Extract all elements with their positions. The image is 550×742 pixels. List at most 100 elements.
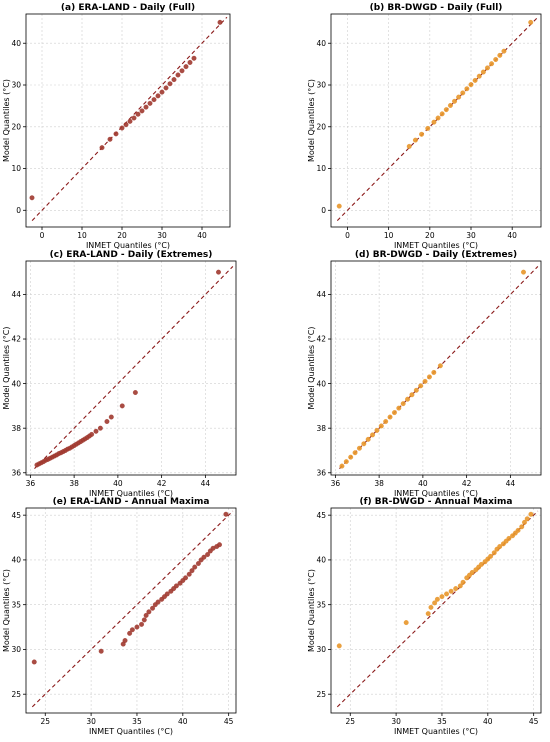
y-tick-label: 35 [316,600,326,609]
data-point [497,544,503,549]
data-point [163,85,169,91]
data-point [216,269,221,275]
data-point [478,561,484,567]
x-tick-label: 44 [506,479,516,488]
y-tick-label: 40 [316,556,326,565]
y-tick-label: 0 [321,206,326,215]
data-point [155,93,161,99]
x-tick-label: 0 [345,231,350,240]
data-point [151,97,157,103]
panel-b: 0 10 20 30 40 0 10 20 30 40 (b) BR-DWGD - Daily (F… [307,3,542,250]
x-tick-label: 38 [374,479,384,488]
data-point [457,583,463,589]
panel-f: 25 30 35 40 45 25 30 35 40 45 (f) BR-DWGD - Annual… [307,497,542,736]
data-point [443,107,449,113]
data-point [167,81,173,87]
data-point [104,419,110,424]
data-point [93,428,99,434]
y-tick-label: 36 [11,468,21,477]
data-point [432,600,438,606]
data-point [491,550,497,556]
data-point [179,68,185,74]
data-point [183,575,189,581]
chart-title: (c) ERA-LAND - Daily (Extremes) [50,250,213,260]
y-tick-label: 30 [316,645,326,654]
y-axis-label: Model Quantiles (°C) [2,569,11,652]
data-point [435,115,441,121]
data-point [439,111,445,117]
data-point [431,119,437,125]
data-point [383,419,389,424]
x-tick-label: 45 [529,717,539,726]
data-point [448,588,454,594]
data-point [107,136,113,142]
data-point [348,454,354,460]
x-axis-label: INMET Quantiles (°C) [89,489,173,498]
reference-line-1to1 [31,16,228,221]
data-point [171,77,177,83]
data-point [127,630,133,636]
data-point [488,553,494,559]
data-point [150,605,156,611]
data-point [422,378,428,384]
data-point [361,441,367,447]
data-point [428,604,434,610]
plot-frame [25,507,237,714]
chart-title: (d) BR-DWGD - Daily (Extremes) [355,250,517,260]
reference-line-1to1 [31,510,234,708]
x-tick-label: 30 [466,231,476,240]
data-point [195,561,201,566]
data-point [425,125,431,131]
y-axis-label: Model Quantiles (°C) [307,79,316,162]
data-point [159,89,165,95]
data-point [493,57,499,62]
y-tick-label: 38 [11,424,21,433]
data-point [426,374,432,380]
data-point [89,431,95,437]
data-point [524,516,530,522]
x-tick-label: 20 [425,231,435,240]
data-point [339,463,345,469]
data-point [113,131,119,137]
data-point [119,125,125,131]
data-point [460,90,466,96]
plot-frame [330,507,542,714]
y-tick-label: 42 [316,335,326,344]
data-point [183,64,189,70]
data-point [139,621,144,627]
data-point [453,586,459,592]
data-point [175,72,181,78]
x-tick-label: 40 [507,231,517,240]
y-tick-label: 40 [316,39,326,48]
y-tick-label: 30 [316,81,326,90]
data-point [217,542,222,548]
data-point [223,511,229,517]
x-tick-label: 40 [483,717,493,726]
data-point [472,77,478,83]
data-point [391,410,397,416]
data-point [387,414,393,420]
x-axis-label: INMET Quantiles (°C) [394,489,478,498]
data-point [476,73,482,79]
x-tick-label: 20 [117,231,127,240]
y-tick-label: 45 [11,511,21,520]
data-point [437,363,443,369]
plot-frame [330,260,542,476]
data-point [396,405,402,411]
data-point [425,611,431,617]
data-point [122,638,128,643]
data-point [447,103,453,108]
data-point [147,100,153,106]
x-tick-label: 40 [178,717,188,726]
data-point [418,383,424,389]
data-point [521,269,526,275]
y-tick-label: 45 [316,511,326,520]
data-point [336,203,342,209]
data-point [134,624,140,630]
y-tick-label: 10 [11,164,21,173]
data-point [456,94,462,100]
data-point [365,436,371,442]
y-tick-label: 0 [16,206,21,215]
y-tick-label: 40 [11,556,21,565]
